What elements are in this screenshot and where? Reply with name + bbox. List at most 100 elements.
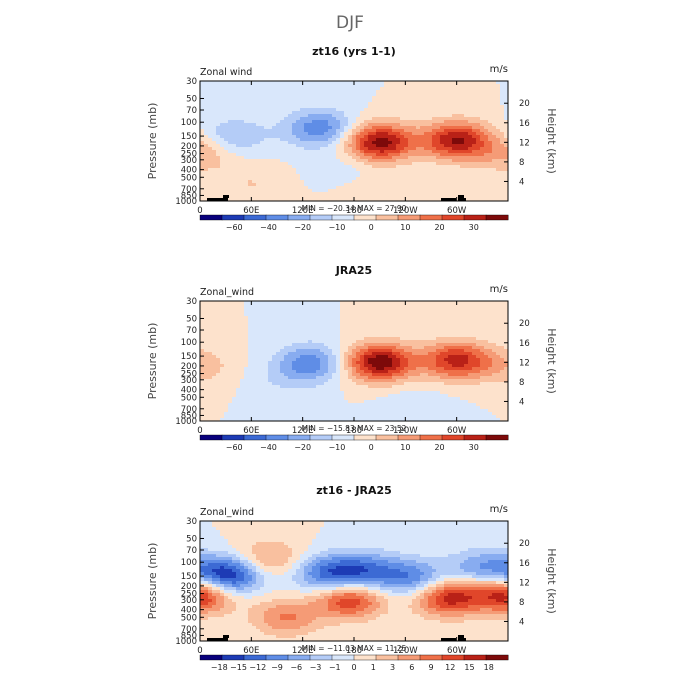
field-cell bbox=[248, 192, 253, 196]
field-cell bbox=[348, 114, 353, 118]
field-cell bbox=[420, 108, 425, 112]
field-cell bbox=[480, 153, 485, 157]
field-cell bbox=[244, 192, 249, 196]
field-cell bbox=[428, 114, 433, 118]
field-cell bbox=[352, 90, 357, 94]
field-cell bbox=[316, 370, 321, 374]
field-cell bbox=[240, 174, 245, 178]
field-cell bbox=[340, 99, 345, 103]
field-cell bbox=[244, 313, 249, 317]
field-cell bbox=[448, 343, 453, 347]
field-cell bbox=[336, 180, 341, 184]
height-tick-label: 4 bbox=[519, 177, 524, 187]
field-cell bbox=[260, 168, 265, 172]
field-cell bbox=[452, 90, 457, 94]
field-cell bbox=[384, 301, 389, 305]
field-cell bbox=[216, 367, 221, 371]
field-cell bbox=[484, 147, 489, 151]
field-cell bbox=[300, 316, 305, 320]
field-cell bbox=[260, 361, 265, 365]
field-cell bbox=[336, 316, 341, 320]
field-cell bbox=[216, 361, 221, 365]
field-cell bbox=[228, 349, 233, 353]
field-cell bbox=[448, 84, 453, 88]
field-cell bbox=[408, 129, 413, 133]
field-cell bbox=[252, 331, 257, 335]
field-cell bbox=[412, 81, 417, 85]
field-cell bbox=[244, 141, 249, 145]
field-cell bbox=[476, 147, 481, 151]
field-cell bbox=[464, 153, 469, 157]
field-cell bbox=[224, 352, 229, 356]
field-cell bbox=[252, 96, 257, 100]
field-cell bbox=[316, 132, 321, 136]
field-cell bbox=[228, 370, 233, 374]
field-cell bbox=[368, 337, 373, 341]
field-cell bbox=[256, 316, 261, 320]
field-cell bbox=[224, 328, 229, 332]
field-cell bbox=[420, 340, 425, 344]
field-cell bbox=[244, 150, 249, 154]
field-cell bbox=[436, 141, 441, 145]
field-cell bbox=[368, 138, 373, 142]
field-cell bbox=[384, 171, 389, 175]
field-cell bbox=[204, 349, 209, 353]
field-cell bbox=[296, 129, 301, 133]
field-cell bbox=[364, 361, 369, 365]
field-cell bbox=[312, 108, 317, 112]
field-cell bbox=[256, 328, 261, 332]
field-cell bbox=[500, 153, 505, 157]
field-cell bbox=[356, 358, 361, 362]
field-cell bbox=[264, 364, 269, 368]
field-cell bbox=[356, 156, 361, 160]
field-cell bbox=[416, 105, 421, 109]
field-cell bbox=[328, 328, 333, 332]
field-cell bbox=[340, 370, 345, 374]
field-cell bbox=[268, 126, 273, 130]
field-cell bbox=[388, 141, 393, 145]
field-cell bbox=[424, 87, 429, 91]
field-cell bbox=[420, 126, 425, 130]
field-cell bbox=[356, 174, 361, 178]
field-cell bbox=[352, 358, 357, 362]
field-cell bbox=[304, 367, 309, 371]
field-cell bbox=[248, 84, 253, 88]
field-cell bbox=[312, 144, 317, 148]
field-cell bbox=[212, 123, 217, 127]
field-cell bbox=[260, 328, 265, 332]
field-cell bbox=[428, 313, 433, 317]
field-cell bbox=[260, 90, 265, 94]
field-cell bbox=[480, 135, 485, 139]
field-cell bbox=[336, 307, 341, 311]
field-cell bbox=[292, 93, 297, 97]
field-cell bbox=[208, 313, 213, 317]
field-cell bbox=[304, 162, 309, 166]
field-cell bbox=[288, 331, 293, 335]
field-cell bbox=[224, 325, 229, 329]
field-cell bbox=[220, 343, 225, 347]
field-cell bbox=[500, 313, 505, 317]
field-cell bbox=[220, 162, 225, 166]
field-cell bbox=[464, 108, 469, 112]
field-cell bbox=[420, 367, 425, 371]
field-cell bbox=[284, 301, 289, 305]
field-cell bbox=[200, 301, 205, 305]
field-cell bbox=[500, 189, 505, 193]
field-cell bbox=[248, 313, 253, 317]
field-cell bbox=[380, 111, 385, 115]
field-cell bbox=[340, 174, 345, 178]
field-cell bbox=[504, 189, 508, 193]
field-cell bbox=[440, 105, 445, 109]
field-cell bbox=[224, 99, 229, 103]
field-cell bbox=[352, 165, 357, 169]
field-cell bbox=[296, 93, 301, 97]
field-cell bbox=[336, 319, 341, 323]
field-cell bbox=[200, 129, 205, 133]
field-cell bbox=[448, 304, 453, 308]
field-cell bbox=[432, 331, 437, 335]
field-cell bbox=[396, 301, 401, 305]
field-cell bbox=[428, 132, 433, 136]
field-cell bbox=[496, 120, 501, 124]
field-cell bbox=[464, 340, 469, 344]
field-cell bbox=[396, 171, 401, 175]
